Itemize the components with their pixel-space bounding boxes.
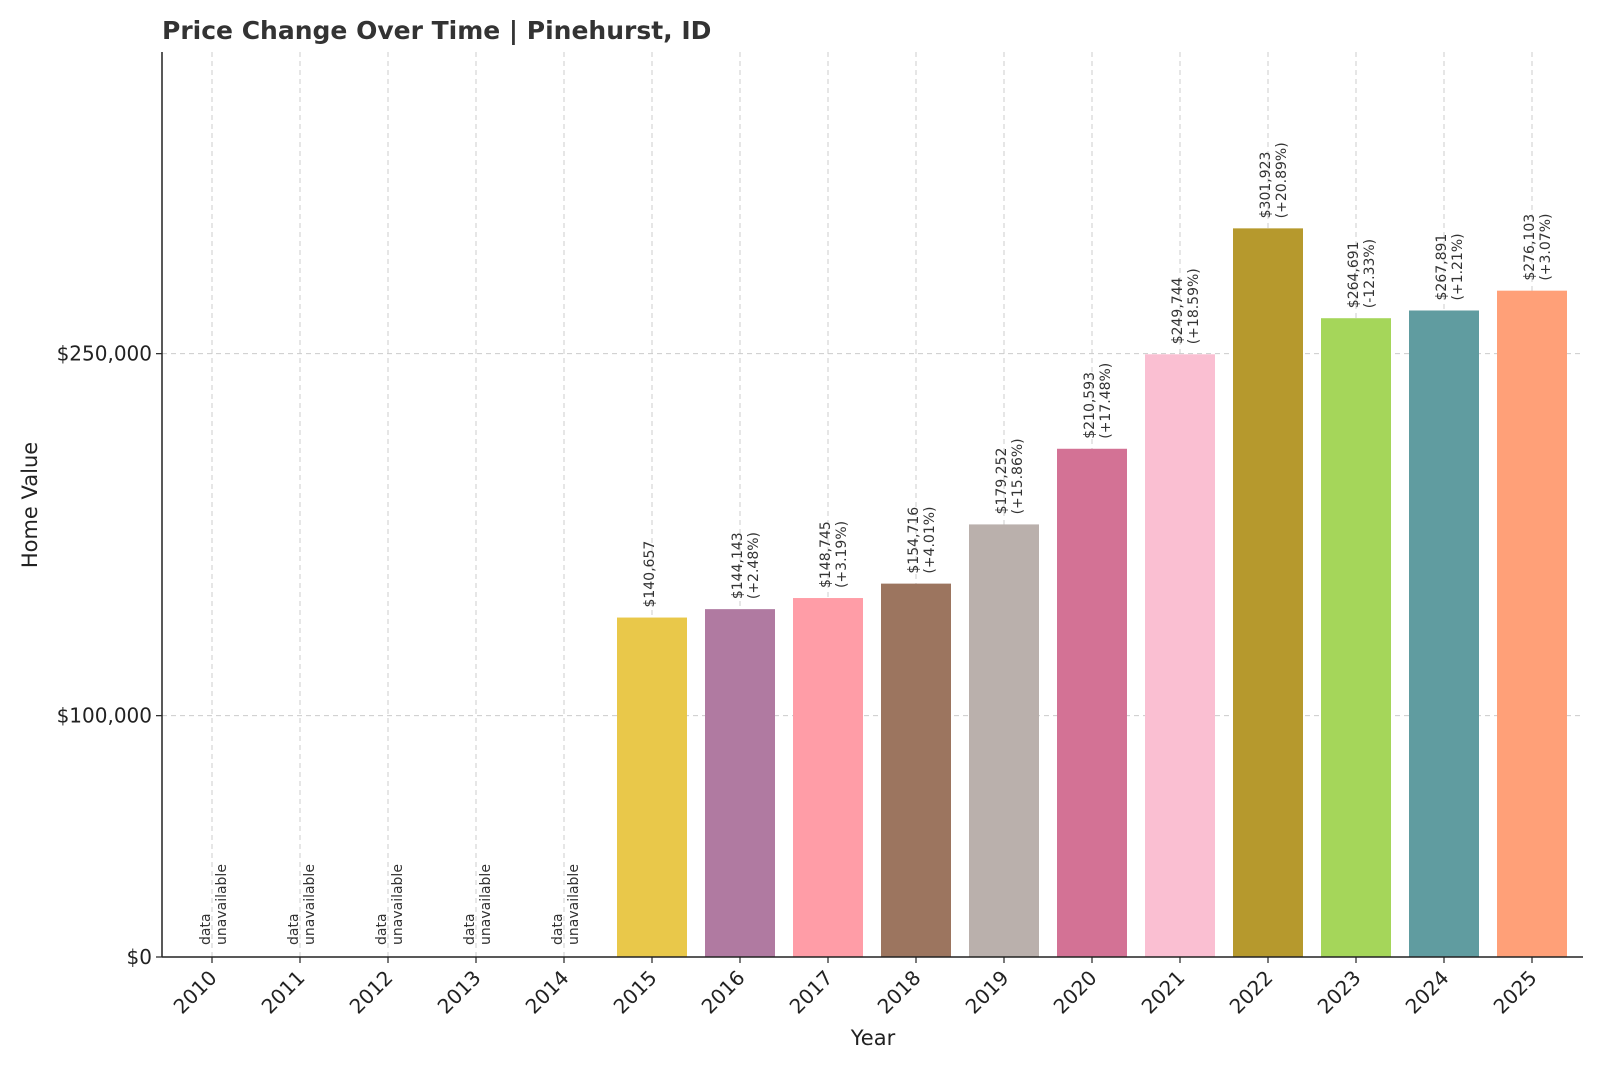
x-tick-label: 2017 [785, 966, 838, 1019]
bar-value: $210,593 [1082, 372, 1098, 439]
bar-change: (+18.59%) [1186, 268, 1202, 344]
bar-value-label: $154,716(+4.01%) [906, 506, 938, 573]
bar-value-label: $249,744(+18.59%) [1170, 268, 1202, 344]
bar-value: $267,891 [1434, 234, 1450, 301]
x-tick-label: 2013 [433, 966, 486, 1019]
x-tick-label: 2020 [1049, 966, 1102, 1019]
data-unavailable-label: dataunavailable [550, 864, 582, 945]
bar-change: (+3.07%) [1538, 214, 1554, 281]
x-tick-label: 2011 [257, 966, 310, 1019]
bar-value: $179,252 [994, 448, 1010, 515]
x-tick-label: 2018 [873, 966, 926, 1019]
bar-value-label: $267,891(+1.21%) [1434, 233, 1466, 300]
bar-value: $276,103 [1522, 214, 1538, 281]
unavailable-line-1: data [374, 913, 390, 945]
bar-value: $154,716 [906, 507, 922, 574]
bar-value-label: $140,657 [642, 541, 658, 608]
bar-value: $148,745 [818, 521, 834, 588]
bar-value: $144,143 [730, 532, 746, 599]
y-axis-label: Home Value [18, 442, 42, 568]
y-ticks: $0 $100,000 $250,000 [57, 342, 162, 969]
x-ticks: 2010 2011 2012 2013 2014 2015 2016 2017 2018 2019… [169, 957, 1542, 1019]
bar-value-label: $179,252(+15.86%) [994, 438, 1026, 514]
data-unavailable-label: dataunavailable [374, 864, 406, 945]
bar-labels: dataunavailable dataunavailable dataunavai… [198, 142, 1554, 945]
bar-value: $264,691 [1346, 241, 1362, 308]
x-tick-label: 2010 [169, 966, 222, 1019]
bar-change: (+17.48%) [1098, 363, 1114, 439]
y-tick-label: $0 [127, 945, 152, 969]
bars [617, 228, 1567, 958]
x-tick-label: 2019 [961, 966, 1014, 1019]
bar-2024 [1409, 310, 1479, 957]
y-tick-label: $250,000 [57, 342, 152, 366]
unavailable-line-2: unavailable [214, 864, 230, 945]
unavailable-line-2: unavailable [478, 864, 494, 945]
unavailable-line-1: data [550, 913, 566, 945]
bar-2015 [617, 617, 687, 957]
bar-value-label: $264,691(-12.33%) [1346, 239, 1378, 308]
unavailable-line-2: unavailable [302, 864, 318, 945]
unavailable-line-1: data [286, 913, 302, 945]
bar-2021 [1145, 354, 1215, 957]
bar-change: (+2.48%) [746, 532, 762, 599]
bar-2023 [1321, 318, 1391, 957]
data-unavailable-label: dataunavailable [286, 864, 318, 945]
data-unavailable-label: dataunavailable [198, 864, 230, 945]
bar-value-label: $144,143(+2.48%) [730, 532, 762, 599]
x-tick-label: 2015 [609, 966, 662, 1019]
bar-change: (+20.89%) [1274, 142, 1290, 218]
bar-change: (+15.86%) [1010, 438, 1026, 514]
x-tick-label: 2024 [1401, 966, 1454, 1019]
x-tick-label: 2022 [1225, 966, 1278, 1019]
bar-2022 [1233, 228, 1303, 958]
bar-change: (+4.01%) [922, 506, 938, 573]
x-tick-label: 2023 [1313, 966, 1366, 1019]
bar-value: $301,923 [1258, 152, 1274, 219]
bar-value-label: $276,103(+3.07%) [1522, 214, 1554, 281]
bar-2020 [1057, 448, 1127, 957]
bar-2017 [793, 598, 863, 957]
bar-value-label: $210,593(+17.48%) [1082, 363, 1114, 439]
bar-change: (+3.19%) [834, 521, 850, 588]
bar-value-label: $301,923(+20.89%) [1258, 142, 1290, 218]
bar-change: (+1.21%) [1450, 233, 1466, 300]
bar-value: $249,744 [1170, 277, 1186, 344]
x-tick-label: 2012 [345, 966, 398, 1019]
bar-change: (-12.33%) [1362, 239, 1378, 308]
unavailable-line-1: data [198, 913, 214, 945]
x-tick-label: 2016 [697, 966, 750, 1019]
x-tick-label: 2014 [521, 966, 574, 1019]
bar-2018 [881, 583, 951, 957]
unavailable-line-2: unavailable [390, 864, 406, 945]
x-axis-label: Year [850, 1026, 896, 1050]
x-tick-label: 2021 [1137, 966, 1190, 1019]
data-unavailable-label: dataunavailable [462, 864, 494, 945]
unavailable-line-1: data [462, 913, 478, 945]
bar-value-label: $148,745(+3.19%) [818, 521, 850, 588]
chart-title: Price Change Over Time | Pinehurst, ID [162, 16, 711, 45]
x-tick-label: 2025 [1489, 966, 1542, 1019]
bar-2019 [969, 524, 1039, 957]
bar-value: $140,657 [642, 541, 658, 608]
bar-2016 [705, 609, 775, 957]
unavailable-line-2: unavailable [566, 864, 582, 945]
y-tick-label: $100,000 [57, 704, 152, 728]
bar-2025 [1497, 290, 1567, 958]
